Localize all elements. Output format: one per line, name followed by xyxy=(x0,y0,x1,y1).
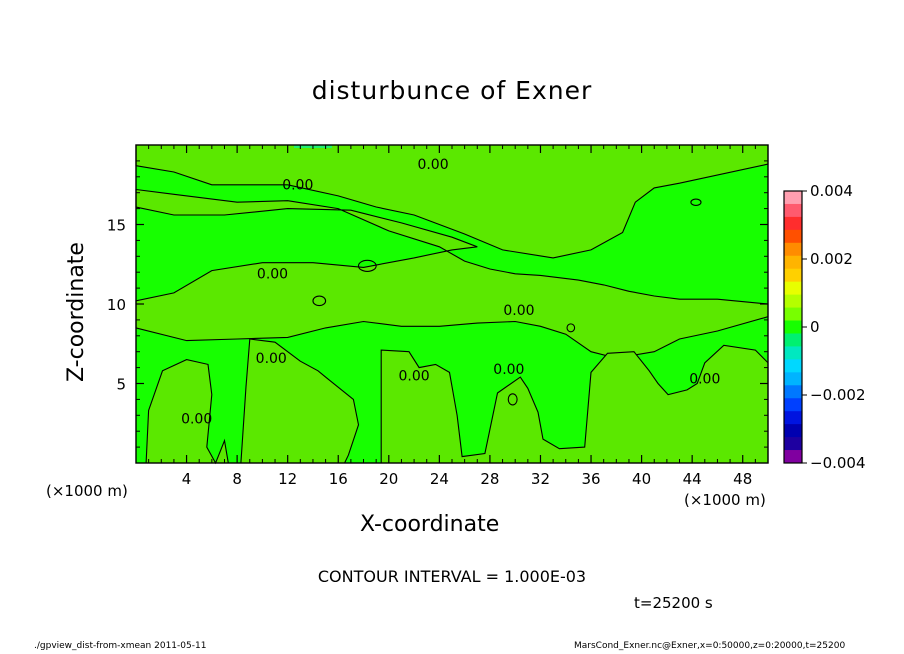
positive-region-3 xyxy=(145,359,229,465)
colorbar-segment xyxy=(784,372,802,386)
y-tick-label-15: 15 xyxy=(107,217,126,235)
x-tick-label-28: 28 xyxy=(480,470,499,488)
footer-right: MarsCond_Exner.nc@Exner,x=0:50000,z=0:20… xyxy=(574,641,846,651)
colorbar-label-5: −0.004 xyxy=(810,454,866,472)
colorbar-segment xyxy=(784,216,802,231)
contour-label-4: 0.00 xyxy=(503,303,534,319)
x-tick-label-48: 48 xyxy=(733,470,752,488)
contour-blob-3 xyxy=(566,323,576,333)
y-tick-label-5: 5 xyxy=(116,376,126,394)
contour-label-3: 0.00 xyxy=(257,267,288,283)
colorbar-segment xyxy=(784,398,802,412)
colorbar-segment xyxy=(784,294,802,308)
contour-blob-1 xyxy=(357,259,377,272)
colorbar-segment xyxy=(784,450,802,464)
colorbar-segment xyxy=(784,281,802,296)
x-tick-label-24: 24 xyxy=(430,470,449,488)
colorbar-segment xyxy=(784,437,802,451)
colorbar-label-2: 0.002 xyxy=(810,250,853,268)
contour-label-9: 0.00 xyxy=(181,411,212,427)
colorbar-segment xyxy=(784,333,802,347)
footer-left: ./gpview_dist-from-xmean 2011-05-11 xyxy=(34,641,207,651)
colorbar-segment xyxy=(784,424,802,438)
x-tick-label-16: 16 xyxy=(329,470,348,488)
positive-region-5 xyxy=(380,344,769,464)
contour-label-8: 0.00 xyxy=(689,372,720,388)
colorbar-segment xyxy=(784,242,802,257)
time-label: t=25200 s xyxy=(634,594,713,612)
x-tick-label-36: 36 xyxy=(581,470,600,488)
colorbar-segment xyxy=(784,359,802,373)
positive-region-4 xyxy=(240,338,360,464)
colorbar-segment xyxy=(784,320,802,334)
colorbar-segment xyxy=(784,385,802,399)
colorbar-label-4: −0.002 xyxy=(810,386,866,404)
x-axis-label: X-coordinate xyxy=(360,512,500,537)
contour-blob-2 xyxy=(312,295,327,307)
colorbar-segment xyxy=(784,307,802,321)
contour-interval-label: CONTOUR INTERVAL = 1.000E-03 xyxy=(317,567,587,586)
x-tick-label-40: 40 xyxy=(632,470,651,488)
x-tick-label-8: 8 xyxy=(232,470,242,488)
colorbar-segment xyxy=(784,346,802,360)
contour-label-6: 0.00 xyxy=(398,368,429,384)
x-tick-label-44: 44 xyxy=(683,470,702,488)
contour-label-5: 0.00 xyxy=(256,351,287,367)
colorbar-segment xyxy=(784,229,802,244)
x-tick-label-4: 4 xyxy=(182,470,192,488)
colorbar-label-3: 0 xyxy=(810,318,820,336)
contour-label-1: 0.00 xyxy=(417,157,448,173)
positive-region-2 xyxy=(135,188,769,359)
y-tick-label-10: 10 xyxy=(107,296,126,314)
contour-label-7: 0.00 xyxy=(493,362,524,378)
x-tick-label-20: 20 xyxy=(379,470,398,488)
colorbar-segment xyxy=(784,255,802,270)
x-unit-right: (×1000 m) xyxy=(684,491,766,509)
contour-label-2: 0.00 xyxy=(282,178,313,194)
colorbar-label-1: 0.004 xyxy=(810,182,853,200)
contour-blob-4 xyxy=(690,198,702,206)
x-unit-left: (×1000 m) xyxy=(46,482,128,500)
colorbar-segment xyxy=(784,203,802,218)
x-tick-label-12: 12 xyxy=(278,470,297,488)
colorbar-segment xyxy=(784,268,802,283)
contour-blob-5 xyxy=(507,393,518,406)
x-tick-label-32: 32 xyxy=(531,470,550,488)
colorbar-segment xyxy=(784,191,802,205)
colorbar-segment xyxy=(784,411,802,425)
chart-title: disturbunce of Exner xyxy=(311,76,593,105)
y-axis-label: Z-coordinate xyxy=(64,242,89,382)
